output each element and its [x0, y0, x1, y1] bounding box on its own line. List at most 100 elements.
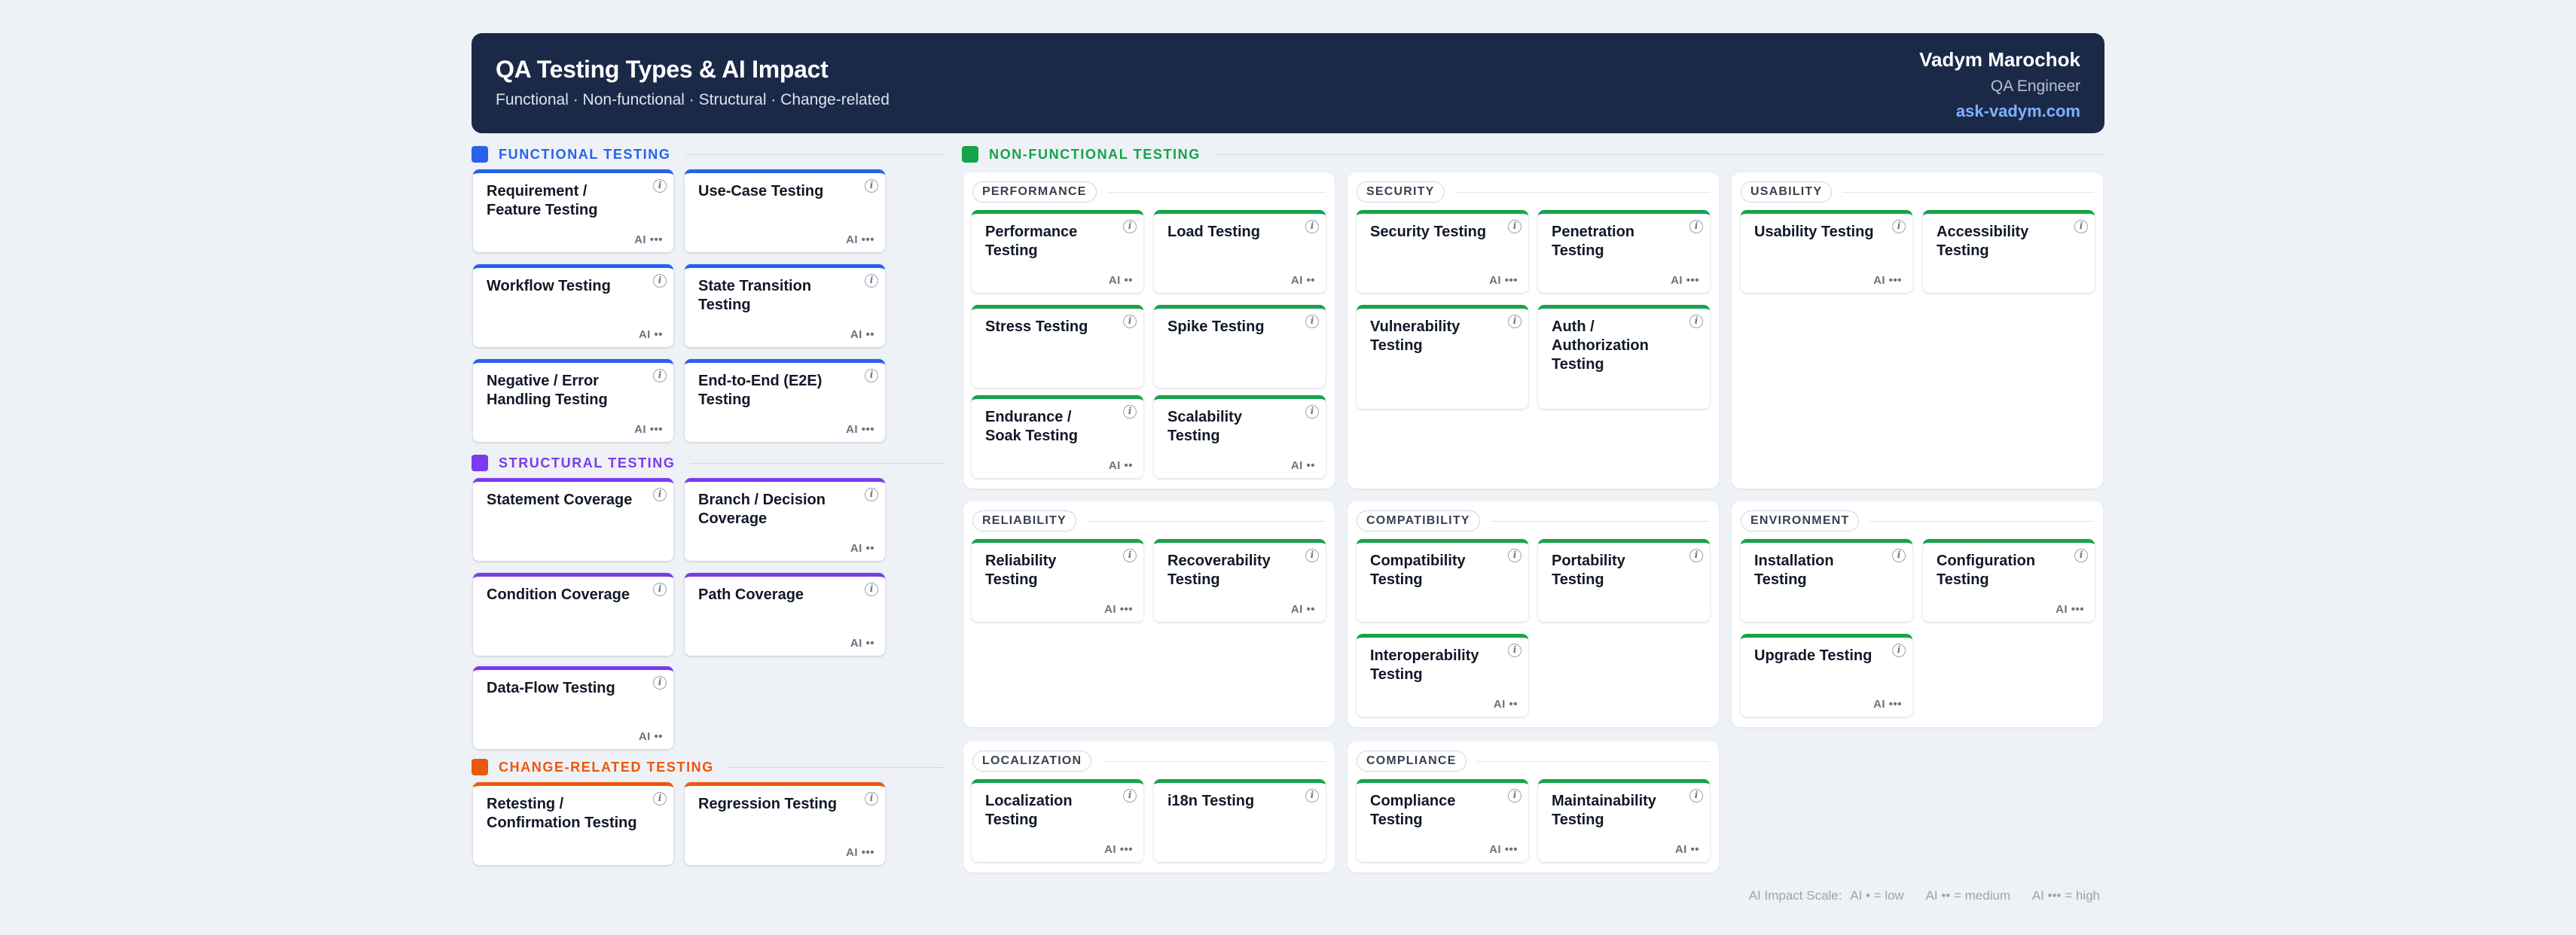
info-icon[interactable]: i [653, 792, 667, 806]
card-title: Use-Case Testing [698, 183, 824, 199]
info-icon[interactable]: i [653, 274, 667, 288]
info-icon[interactable]: i [1689, 220, 1703, 233]
card-title: Maintainability Testing [1552, 793, 1656, 828]
card-recoverability-testing[interactable]: Recoverability Testing i AI •• [1154, 539, 1326, 622]
card-maintainability-testing[interactable]: Maintainability Testing i AI •• [1538, 779, 1710, 862]
panel-label: PERFORMANCE [972, 181, 1097, 203]
info-icon[interactable]: i [653, 583, 667, 596]
legend-low: AI • = low [1850, 888, 1904, 903]
info-icon[interactable]: i [1305, 315, 1319, 328]
info-icon[interactable]: i [1508, 315, 1521, 328]
info-icon[interactable]: i [1123, 789, 1137, 803]
card-title: Interoperability Testing [1370, 647, 1479, 683]
info-icon[interactable]: i [1892, 549, 1906, 562]
info-icon[interactable]: i [653, 676, 667, 690]
panel-label: ENVIRONMENT [1741, 510, 1860, 531]
info-icon[interactable]: i [1892, 644, 1906, 657]
card-workflow-testing[interactable]: Workflow Testing i AI •• [473, 264, 673, 347]
card-requirement-feature-testing[interactable]: Requirement / Feature Testing i AI ••• [473, 169, 673, 252]
legend-prefix: AI Impact Scale: [1748, 888, 1842, 903]
info-icon[interactable]: i [865, 274, 878, 288]
card-installation-testing[interactable]: Installation Testing i [1741, 539, 1912, 622]
card-use-case-testing[interactable]: Use-Case Testing i AI ••• [685, 169, 885, 252]
info-icon[interactable]: i [1305, 405, 1319, 419]
panel-header: PERFORMANCE [972, 181, 1326, 203]
card-penetration-testing[interactable]: Penetration Testing i AI ••• [1538, 210, 1710, 293]
card-compatibility-testing[interactable]: Compatibility Testing i [1357, 539, 1528, 622]
info-icon[interactable]: i [2074, 220, 2088, 233]
card-statement-coverage[interactable]: Statement Coverage i [473, 478, 673, 561]
info-icon[interactable]: i [1689, 315, 1703, 328]
info-icon[interactable]: i [1508, 789, 1521, 803]
card-branch-decision-coverage[interactable]: Branch / Decision Coverage i AI •• [685, 478, 885, 561]
card-reliability-testing[interactable]: Reliability Testing i AI ••• [972, 539, 1143, 622]
info-icon[interactable]: i [1305, 789, 1319, 803]
info-icon[interactable]: i [1123, 549, 1137, 562]
card-regression-testing[interactable]: Regression Testing i AI ••• [685, 782, 885, 865]
info-icon[interactable]: i [1689, 549, 1703, 562]
card-compliance-testing[interactable]: Compliance Testing i AI ••• [1357, 779, 1528, 862]
card-performance-testing[interactable]: Performance Testing i AI •• [972, 210, 1143, 293]
page-subtitle: Functional · Non-functional · Structural… [496, 91, 890, 108]
panel-header: RELIABILITY [972, 510, 1326, 531]
section-change-related-header: CHANGE-RELATED TESTING [472, 757, 945, 778]
card-auth-authorization-testing[interactable]: Auth / Authorization Testing i [1538, 305, 1710, 409]
card-interoperability-testing[interactable]: Interoperability Testing i AI •• [1357, 634, 1528, 717]
info-icon[interactable]: i [1123, 405, 1137, 419]
info-icon[interactable]: i [865, 179, 878, 193]
ai-impact-badge: AI •• [1108, 459, 1133, 472]
card-security-testing[interactable]: Security Testing i AI ••• [1357, 210, 1528, 293]
card-title: Retesting / Confirmation Testing [487, 796, 637, 831]
info-icon[interactable]: i [1508, 220, 1521, 233]
info-icon[interactable]: i [865, 488, 878, 501]
card-portability-testing[interactable]: Portability Testing i [1538, 539, 1710, 622]
card-title: Usability Testing [1754, 224, 1874, 240]
card-title: Branch / Decision Coverage [698, 492, 826, 527]
card-load-testing[interactable]: Load Testing i AI •• [1154, 210, 1326, 293]
info-icon[interactable]: i [1508, 549, 1521, 562]
card-upgrade-testing[interactable]: Upgrade Testing i AI ••• [1741, 634, 1912, 717]
info-icon[interactable]: i [2074, 549, 2088, 562]
ai-impact-badge: AI •• [1493, 698, 1518, 711]
card-title: Compatibility Testing [1370, 553, 1466, 588]
card-end-to-end-testing[interactable]: End-to-End (E2E) Testing i AI ••• [685, 359, 885, 442]
card-condition-coverage[interactable]: Condition Coverage i [473, 573, 673, 656]
info-icon[interactable]: i [1305, 549, 1319, 562]
info-icon[interactable]: i [1508, 644, 1521, 657]
info-icon[interactable]: i [865, 583, 878, 596]
info-icon[interactable]: i [1123, 315, 1137, 328]
card-title: Regression Testing [698, 796, 838, 812]
card-path-coverage[interactable]: Path Coverage i AI •• [685, 573, 885, 656]
card-endurance-soak-testing[interactable]: Endurance / Soak Testing i AI •• [972, 395, 1143, 478]
info-icon[interactable]: i [1892, 220, 1906, 233]
card-scalability-testing[interactable]: Scalability Testing i AI •• [1154, 395, 1326, 478]
info-icon[interactable]: i [1123, 220, 1137, 233]
author-site-link[interactable]: ask-vadym.com [1955, 102, 2080, 120]
card-configuration-testing[interactable]: Configuration Testing i AI ••• [1923, 539, 2095, 622]
card-negative-error-handling-testing[interactable]: Negative / Error Handling Testing i AI •… [473, 359, 673, 442]
info-icon[interactable]: i [1689, 789, 1703, 803]
card-accessibility-testing[interactable]: Accessibility Testing i [1923, 210, 2095, 293]
card-data-flow-testing[interactable]: Data-Flow Testing i AI •• [473, 666, 673, 749]
info-icon[interactable]: i [653, 369, 667, 382]
ai-impact-badge: AI •• [1290, 459, 1315, 472]
card-vulnerability-testing[interactable]: Vulnerability Testing i [1357, 305, 1528, 409]
card-title: i18n Testing [1167, 793, 1255, 809]
card-retesting-confirmation-testing[interactable]: Retesting / Confirmation Testing i [473, 782, 673, 865]
info-icon[interactable]: i [865, 792, 878, 806]
panel-header: ENVIRONMENT [1741, 510, 2094, 531]
card-title: Recoverability Testing [1167, 553, 1271, 588]
info-icon[interactable]: i [1305, 220, 1319, 233]
info-icon[interactable]: i [865, 369, 878, 382]
card-state-transition-testing[interactable]: State Transition Testing i AI •• [685, 264, 885, 347]
card-title: Reliability Testing [985, 553, 1057, 588]
section-label: CHANGE-RELATED TESTING [499, 759, 714, 775]
info-icon[interactable]: i [653, 488, 667, 501]
card-localization-testing[interactable]: Localization Testing i AI ••• [972, 779, 1143, 862]
info-icon[interactable]: i [653, 179, 667, 193]
card-usability-testing[interactable]: Usability Testing i AI ••• [1741, 210, 1912, 293]
card-spike-testing[interactable]: Spike Testing i [1154, 305, 1326, 388]
card-stress-testing[interactable]: Stress Testing i [972, 305, 1143, 388]
card-i18n-testing[interactable]: i18n Testing i [1154, 779, 1326, 862]
card-title: Condition Coverage [487, 586, 630, 603]
